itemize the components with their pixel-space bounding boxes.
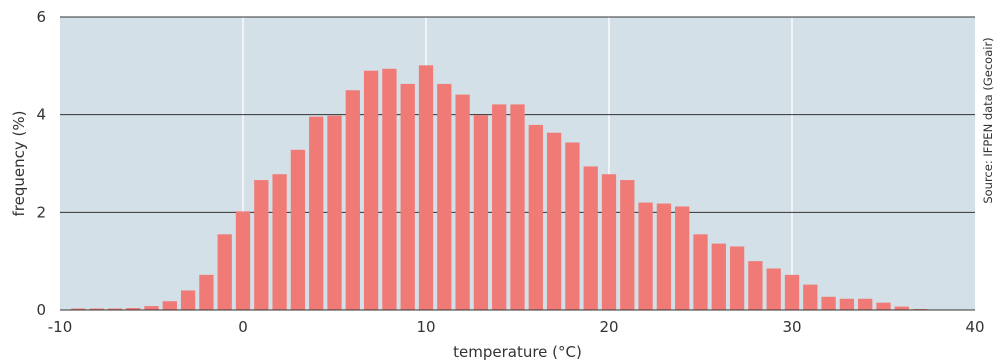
bar — [601, 174, 617, 310]
y-tick-label: 6 — [36, 8, 46, 26]
y-tick-label: 2 — [36, 203, 46, 221]
x-tick-label: 20 — [599, 318, 618, 336]
bar — [418, 65, 434, 310]
bar — [363, 70, 379, 310]
bar — [748, 261, 763, 310]
bar — [876, 302, 891, 310]
bar — [711, 243, 726, 310]
bar — [510, 104, 525, 310]
bar — [894, 306, 909, 310]
bar — [71, 308, 86, 310]
x-tick-label: 30 — [782, 318, 801, 336]
bar — [583, 166, 598, 310]
bar — [144, 306, 159, 310]
bar — [254, 180, 269, 310]
x-axis-title: temperature (°C) — [453, 343, 582, 361]
bar — [729, 246, 745, 310]
y-tick-label: 4 — [36, 106, 46, 124]
x-tick-labels: -10 0 10 20 30 40 — [48, 318, 985, 336]
bar — [656, 203, 672, 310]
bar — [546, 132, 562, 310]
bar — [89, 308, 104, 310]
bar — [620, 180, 635, 310]
bar — [858, 298, 873, 310]
bar — [473, 115, 489, 310]
bar — [345, 90, 360, 310]
bar — [528, 124, 543, 311]
bar — [693, 234, 708, 310]
bar — [180, 290, 196, 310]
bar — [839, 298, 855, 310]
bar — [162, 301, 177, 310]
bar — [382, 68, 397, 310]
bar — [638, 202, 653, 310]
bar — [290, 149, 306, 310]
bar — [492, 104, 507, 310]
bar — [199, 274, 214, 310]
bar — [803, 284, 818, 310]
x-tick-label: 40 — [965, 318, 984, 336]
bars — [71, 65, 928, 311]
x-tick-label: -10 — [48, 318, 73, 336]
bar — [455, 94, 470, 311]
bar — [821, 296, 836, 310]
source-note: Source: IFPEN data (Gecoair) — [981, 37, 995, 203]
x-tick-label: 10 — [416, 318, 435, 336]
bar — [784, 274, 800, 310]
bar — [437, 83, 452, 310]
bar — [126, 308, 141, 310]
bar — [327, 115, 342, 310]
bar — [675, 206, 690, 310]
bar — [107, 308, 123, 310]
bar — [766, 268, 781, 310]
y-tick-label: 0 — [36, 301, 46, 319]
bar — [272, 174, 287, 310]
bar — [400, 83, 415, 310]
y-tick-labels: 0 2 4 6 — [36, 8, 46, 319]
y-axis-title: frequency (%) — [10, 111, 28, 217]
bar — [235, 211, 251, 310]
bar — [565, 142, 580, 310]
bar — [309, 116, 324, 311]
bar — [217, 234, 232, 310]
x-tick-label: 0 — [238, 318, 248, 336]
